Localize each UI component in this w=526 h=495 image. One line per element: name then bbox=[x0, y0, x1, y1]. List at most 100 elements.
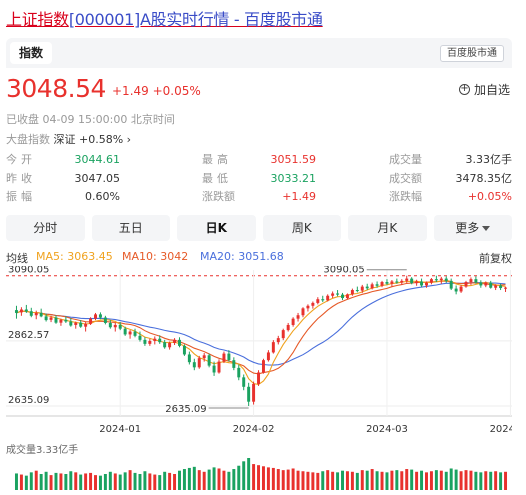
x-tick-label: 2024-03 bbox=[366, 424, 408, 435]
ma20-line bbox=[16, 282, 506, 366]
market-change: +0.58% bbox=[79, 133, 124, 146]
candle-body bbox=[202, 355, 206, 359]
candle-body bbox=[138, 335, 142, 340]
volume-label: 成交量3.33亿手 bbox=[6, 445, 79, 456]
volume-bar bbox=[261, 466, 265, 490]
volume-bar bbox=[341, 470, 344, 490]
volume-bar bbox=[420, 470, 424, 490]
candle-body bbox=[197, 358, 201, 368]
volume-bar bbox=[336, 472, 340, 490]
stat-label: 振幅 bbox=[6, 190, 36, 203]
volume-bar bbox=[360, 470, 364, 490]
period-tab[interactable]: 周K bbox=[262, 215, 341, 241]
candle-body bbox=[499, 285, 503, 289]
volume-bar bbox=[469, 470, 473, 490]
max-annotation-label: 3090.05 bbox=[323, 266, 364, 276]
volume-bar bbox=[405, 469, 409, 490]
candlestick-chart[interactable]: 3090.05 2862.57 2635.09 2024-01 2024-02 2024-… bbox=[6, 266, 512, 442]
candle-body bbox=[336, 293, 340, 295]
volume-bar bbox=[89, 472, 93, 490]
stat-value: 0.60% bbox=[85, 190, 120, 203]
volume-bar bbox=[286, 469, 290, 490]
volume-bar bbox=[192, 466, 196, 490]
candle-body bbox=[415, 281, 419, 284]
candle-body bbox=[173, 339, 177, 343]
source-badge[interactable]: 百度股市通 bbox=[440, 45, 504, 62]
candle-body bbox=[479, 282, 483, 286]
volume-chart[interactable] bbox=[6, 454, 512, 490]
volume-bar bbox=[98, 475, 102, 490]
volume-bar bbox=[94, 475, 97, 490]
period-tab[interactable]: 日K bbox=[177, 215, 256, 241]
period-tabs: 分时 五日 日K 周K 月K 更多 bbox=[6, 215, 512, 241]
volume-bar bbox=[123, 472, 127, 490]
volume-bar bbox=[434, 470, 438, 490]
candle-body bbox=[286, 324, 290, 331]
volume-bar bbox=[301, 471, 305, 490]
volume-bar bbox=[74, 472, 78, 490]
candle-body bbox=[247, 386, 251, 402]
ma10-line bbox=[16, 280, 506, 375]
candle-body bbox=[301, 308, 305, 316]
volume-bar bbox=[158, 475, 162, 490]
ma-legend: 均线 MA5: 3063.45 MA10: 3042 MA20: 3051.68… bbox=[6, 250, 512, 266]
candle-body bbox=[74, 322, 78, 325]
stat-value: 3.33亿手 bbox=[465, 153, 513, 166]
ma5-line bbox=[16, 279, 506, 386]
stat-value: +0.05% bbox=[467, 190, 512, 203]
volume-bar bbox=[281, 470, 285, 490]
volume-bar bbox=[207, 469, 211, 490]
candle-body bbox=[484, 282, 488, 286]
y-tick-label: 2635.09 bbox=[8, 395, 49, 406]
period-tab[interactable]: 五日 bbox=[91, 215, 170, 241]
candle-body bbox=[331, 293, 335, 296]
candle-body bbox=[94, 314, 97, 319]
volume-bar bbox=[163, 471, 167, 490]
period-tab[interactable]: 更多 bbox=[433, 215, 512, 241]
candle-body bbox=[425, 282, 428, 286]
volume-bar bbox=[39, 474, 43, 490]
period-tab[interactable]: 分时 bbox=[6, 215, 85, 241]
candle-body bbox=[360, 286, 364, 291]
current-price: 3048.54 bbox=[6, 74, 106, 103]
candle-body bbox=[271, 342, 275, 353]
candle-body bbox=[29, 311, 33, 316]
candle-body bbox=[103, 317, 107, 323]
adjust-mode[interactable]: 前复权 bbox=[479, 252, 512, 265]
candle-body bbox=[429, 279, 433, 283]
candle-body bbox=[24, 309, 28, 312]
status-text: 已收盘 bbox=[6, 113, 39, 126]
volume-bar bbox=[128, 470, 132, 490]
volume-bar bbox=[103, 474, 107, 490]
stat-value: +1.49 bbox=[282, 190, 316, 203]
candle-body bbox=[355, 290, 359, 292]
volume-bar bbox=[108, 471, 112, 490]
candle-body bbox=[291, 318, 295, 325]
candle-body bbox=[54, 317, 58, 323]
candle-body bbox=[19, 309, 23, 313]
volume-bar bbox=[14, 473, 18, 490]
ma-mode[interactable]: 均线 bbox=[6, 252, 28, 265]
volume-bar bbox=[410, 469, 414, 490]
candle-body bbox=[143, 339, 147, 344]
volume-bar bbox=[148, 473, 152, 490]
volume-bar bbox=[187, 467, 191, 490]
market-index-link[interactable]: 大盘指数 深证 +0.58% › bbox=[6, 131, 131, 147]
volume-bar bbox=[429, 471, 433, 490]
candle-body bbox=[192, 362, 196, 368]
tab-index[interactable]: 指数 bbox=[10, 42, 52, 64]
page-title-link[interactable]: 上证指数[000001]A股实时行情 - 百度股市通 bbox=[6, 6, 323, 30]
period-tab-label: 分时 bbox=[33, 221, 58, 235]
candle-body bbox=[504, 287, 508, 289]
stat-label: 今开 bbox=[6, 153, 36, 166]
stats-row: 今开 3044.61 最高 3051.59 成交量 3.33亿手 bbox=[6, 151, 512, 170]
volume-bar bbox=[237, 465, 241, 490]
volume-bar bbox=[306, 471, 310, 490]
add-favorite-button[interactable]: + 加自选 bbox=[458, 81, 510, 98]
title-index-name: 上证指数 bbox=[6, 10, 69, 29]
period-tab[interactable]: 月K bbox=[348, 215, 427, 241]
stat-label: 昨收 bbox=[6, 171, 36, 185]
volume-bar bbox=[79, 474, 83, 490]
volume-bar bbox=[385, 472, 389, 490]
candle-body bbox=[306, 305, 310, 309]
